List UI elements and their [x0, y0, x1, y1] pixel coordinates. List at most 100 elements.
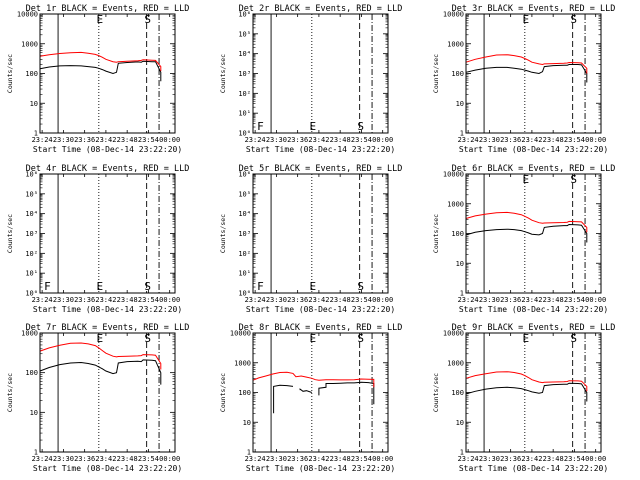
x-tick-label: 23:36 [74, 296, 95, 304]
plot-frame [39, 173, 176, 294]
y-tick-label: 10² [238, 250, 251, 258]
marker-label-s: S [144, 332, 151, 345]
marker-label-e: E [97, 280, 104, 293]
x-tick-label: 23:36 [500, 136, 521, 144]
x-tick-label: 23:54 [351, 136, 372, 144]
y-tick-label: 10⁵ [238, 30, 251, 38]
x-tick-label: 23:54 [138, 296, 159, 304]
y-tick-label: 10² [238, 90, 251, 98]
marker-label-s: S [570, 332, 577, 345]
y-tick-label: 10 [30, 409, 38, 417]
x-tick-label: 23:54 [564, 136, 585, 144]
y-tick-label: 10³ [238, 230, 251, 238]
y-tick-label: 10¹ [25, 270, 38, 278]
marker-label-e: E [97, 13, 104, 26]
x-axis-label: Start Time (08-Dec-14 23:22:20) [246, 145, 395, 154]
y-tick-label: 10 [243, 419, 251, 427]
panel-title: Det 4r BLACK = Events, RED = LLD [26, 164, 190, 174]
x-tick-label: 23:36 [500, 455, 521, 463]
x-tick-label: 00:00 [372, 296, 393, 304]
panel-title: Det 1r BLACK = Events, RED = LLD [26, 4, 190, 14]
series-lld-line [39, 342, 162, 370]
x-axis-label: Start Time (08-Dec-14 23:22:20) [459, 305, 608, 314]
y-tick-label: 10³ [238, 70, 251, 78]
y-tick-label: 10 [456, 100, 464, 108]
y-tick-label: 10¹ [238, 270, 251, 278]
x-tick-label: 23:42 [521, 296, 542, 304]
y-axis-label: Counts/sec [6, 214, 14, 253]
y-tick-label: 1 [34, 130, 38, 138]
y-tick-label: 1 [247, 449, 251, 457]
y-tick-label: 1000 [21, 40, 38, 48]
plot-frame [252, 173, 389, 294]
y-tick-label: 10⁰ [238, 130, 251, 138]
plot-frame [39, 13, 176, 134]
plot-frame [252, 332, 389, 453]
y-tick-label: 100 [25, 70, 38, 78]
x-tick-label: 23:24 [32, 136, 53, 144]
x-tick-label: 23:42 [95, 136, 116, 144]
x-tick-label: 23:36 [287, 136, 308, 144]
x-tick-label: 23:54 [351, 296, 372, 304]
x-tick-label: 23:30 [479, 136, 500, 144]
x-axis-label: Start Time (08-Dec-14 23:22:20) [33, 145, 182, 154]
y-tick-label: 1 [460, 449, 464, 457]
series-lld-line [465, 54, 588, 74]
y-tick-label: 10000 [17, 11, 38, 19]
x-tick-label: 23:42 [308, 136, 329, 144]
x-tick-label: 23:36 [287, 296, 308, 304]
x-tick-label: 23:24 [245, 455, 266, 463]
y-axis-label: Counts/sec [432, 54, 440, 93]
y-tick-label: 100 [451, 230, 464, 238]
series-lld-line [39, 51, 162, 72]
x-axis-label: Start Time (08-Dec-14 23:22:20) [246, 464, 395, 473]
panel-title: Det 7r BLACK = Events, RED = LLD [26, 323, 190, 333]
y-tick-label: 1 [34, 449, 38, 457]
x-tick-label: 23:30 [53, 136, 74, 144]
y-tick-label: 10000 [230, 330, 251, 338]
y-tick-label: 100 [451, 70, 464, 78]
x-tick-label: 23:48 [117, 136, 138, 144]
x-tick-label: 23:24 [458, 136, 479, 144]
marker-label-e: E [310, 332, 317, 345]
x-tick-label: 23:42 [95, 296, 116, 304]
x-tick-label: 00:00 [372, 455, 393, 463]
y-tick-label: 1000 [447, 40, 464, 48]
y-tick-label: 10⁵ [25, 190, 38, 198]
x-tick-label: 23:42 [521, 136, 542, 144]
marker-label-e: E [523, 332, 530, 345]
x-tick-label: 00:00 [159, 136, 180, 144]
marker-label-s: S [357, 332, 364, 345]
y-tick-label: 10000 [443, 330, 464, 338]
y-axis-label: Counts/sec [219, 54, 227, 93]
panel-7: Det 7r BLACK = Events, RED = LLD Counts/s… [6, 323, 189, 473]
panel-title: Det 3r BLACK = Events, RED = LLD [452, 4, 616, 14]
x-tick-label: 00:00 [585, 455, 606, 463]
y-axis-label: Counts/sec [219, 373, 227, 412]
y-tick-label: 100 [451, 389, 464, 397]
x-tick-label: 23:24 [32, 296, 53, 304]
x-tick-label: 23:30 [266, 455, 287, 463]
y-tick-label: 10⁴ [238, 50, 251, 58]
y-tick-label: 10000 [443, 11, 464, 19]
marker-label-e: E [310, 280, 317, 293]
marker-label-e: E [310, 120, 317, 133]
panel-title: Det 5r BLACK = Events, RED = LLD [239, 164, 403, 174]
x-tick-label: 23:42 [95, 455, 116, 463]
x-tick-label: 23:30 [266, 136, 287, 144]
y-tick-label: 1000 [234, 359, 251, 367]
y-tick-label: 10⁰ [25, 290, 38, 298]
x-tick-label: 00:00 [585, 296, 606, 304]
marker-label-s: S [357, 280, 364, 293]
x-tick-label: 23:48 [543, 136, 564, 144]
y-axis-label: Counts/sec [6, 373, 14, 412]
x-tick-label: 23:24 [245, 296, 266, 304]
x-axis-label: Start Time (08-Dec-14 23:22:20) [33, 464, 182, 473]
x-tick-label: 23:36 [74, 455, 95, 463]
y-tick-label: 100 [238, 389, 251, 397]
y-tick-label: 10³ [25, 230, 38, 238]
y-tick-label: 1000 [21, 330, 38, 338]
y-axis-label: Counts/sec [432, 373, 440, 412]
x-axis-label: Start Time (08-Dec-14 23:22:20) [246, 305, 395, 314]
series-events-line [39, 60, 162, 82]
